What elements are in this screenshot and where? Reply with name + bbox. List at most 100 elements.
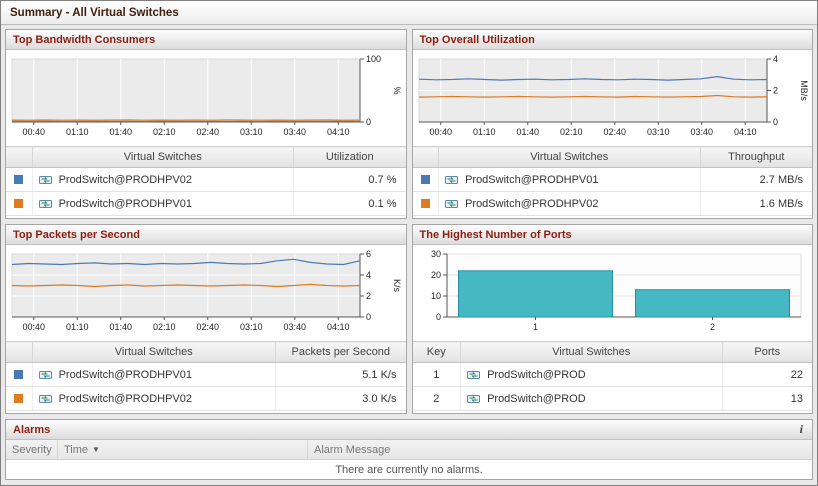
column-header-severity[interactable]: Severity [6, 440, 58, 459]
panel-bandwidth-header: Top Bandwidth Consumers [6, 30, 406, 50]
series-color-swatch [14, 175, 24, 185]
metric-value: 13 [722, 386, 812, 411]
virtual-switch-icon [38, 173, 52, 187]
svg-text:0: 0 [435, 312, 440, 322]
svg-text:10: 10 [430, 291, 440, 301]
panel-title: Alarms [13, 423, 51, 436]
svg-text:1: 1 [532, 322, 537, 332]
svg-text:02:40: 02:40 [196, 322, 219, 332]
alarms-column-headers: Severity Time ▼ Alarm Message [6, 440, 812, 460]
virtual-switch-icon [467, 392, 480, 406]
column-header-virtual-switches[interactable]: Virtual Switches [32, 146, 294, 168]
metric-value: 0.1 % [293, 191, 406, 216]
svg-text:2: 2 [709, 322, 714, 332]
column-header-ports[interactable]: Ports [722, 341, 812, 363]
virtual-switch-icon [445, 197, 458, 211]
packets-table: Virtual Switches Packets per Second Prod… [6, 341, 406, 411]
table-row[interactable]: ProdSwitch@PRODHPV02 3.0 K/s [6, 386, 406, 411]
svg-text:04:10: 04:10 [327, 127, 350, 137]
bandwidth-line-chart: 00:40 01:10 01:40 02:10 02:40 03:10 03:40 04:10… [6, 50, 406, 146]
column-header-packets-per-second[interactable]: Packets per Second [275, 341, 406, 363]
svg-text:02:10: 02:10 [153, 322, 176, 332]
key-value: 2 [412, 386, 461, 411]
utilization-line-chart: 00:40 01:10 01:40 02:10 02:40 03:10 03:40 04:10… [413, 50, 813, 146]
switch-name: ProdSwitch@PRODHPV01 [58, 197, 192, 210]
column-header-alarm-message[interactable]: Alarm Message [314, 443, 391, 456]
svg-text:02:10: 02:10 [559, 127, 582, 137]
svg-text:0: 0 [366, 117, 371, 127]
panel-bandwidth-consumers: Top Bandwidth Consumers 00:40 01:10 01:40 0… [5, 29, 407, 219]
svg-text:01:10: 01:10 [66, 127, 89, 137]
table-row[interactable]: ProdSwitch@PRODHPV01 5.1 K/s [6, 362, 406, 387]
svg-text:01:10: 01:10 [66, 322, 89, 332]
virtual-switch-icon [38, 197, 52, 211]
virtual-switch-icon [38, 392, 52, 406]
dashboard-content: Top Bandwidth Consumers 00:40 01:10 01:40 0… [1, 25, 817, 485]
table-row[interactable]: ProdSwitch@PRODHPV02 1.6 MB/s [412, 191, 812, 216]
metric-value: 1.6 MB/s [700, 191, 812, 216]
switch-name: ProdSwitch@PROD [487, 392, 586, 405]
virtual-switch-icon [467, 368, 480, 382]
series-color-swatch [14, 370, 24, 380]
series-color-swatch [420, 199, 430, 209]
panel-title: Top Bandwidth Consumers [13, 33, 156, 46]
panel-utilization-header: Top Overall Utilization [412, 30, 812, 50]
column-header-key[interactable]: Key [412, 341, 461, 363]
series-color-swatch [14, 199, 24, 209]
table-row[interactable]: 1 ProdSwitch@PROD 22 [412, 362, 812, 387]
key-value: 1 [412, 362, 461, 387]
svg-text:4: 4 [773, 54, 778, 64]
panel-overall-utilization: Top Overall Utilization 00:40 01:10 01:40 0… [411, 29, 813, 219]
legend-column-header [6, 341, 33, 363]
table-row[interactable]: ProdSwitch@PRODHPV02 0.7 % [6, 167, 406, 192]
panel-title: Top Packets per Second [13, 228, 140, 241]
packets-line-chart: 00:40 01:10 01:40 02:10 02:40 03:10 03:40 04:10… [6, 245, 406, 341]
panel-alarms: Alarms i Severity Time ▼ Alarm Message T… [5, 419, 813, 480]
svg-text:03:40: 03:40 [283, 322, 306, 332]
svg-text:03:10: 03:10 [240, 322, 263, 332]
column-header-utilization[interactable]: Utilization [293, 146, 406, 168]
svg-text:03:10: 03:10 [646, 127, 669, 137]
svg-text:01:40: 01:40 [109, 322, 132, 332]
info-icon[interactable]: i [799, 422, 803, 436]
svg-text:03:40: 03:40 [690, 127, 713, 137]
ports-table: Key Virtual Switches Ports 1 ProdSwitch@… [412, 341, 812, 411]
svg-text:02:40: 02:40 [196, 127, 219, 137]
svg-text:4: 4 [366, 270, 371, 280]
virtual-switch-icon [445, 173, 458, 187]
column-header-time[interactable]: Time ▼ [58, 440, 308, 459]
table-row[interactable]: ProdSwitch@PRODHPV01 0.1 % [6, 191, 406, 216]
table-row[interactable]: 2 ProdSwitch@PROD 13 [412, 386, 812, 411]
alarms-header: Alarms i [6, 420, 812, 440]
table-row[interactable]: ProdSwitch@PRODHPV01 2.7 MB/s [412, 167, 812, 192]
svg-text:K/s: K/s [392, 279, 402, 293]
svg-text:04:10: 04:10 [327, 322, 350, 332]
metric-value: 3.0 K/s [275, 386, 406, 411]
switch-name: ProdSwitch@PRODHPV01 [58, 368, 192, 381]
empty-alarms-message: There are currently no alarms. [6, 460, 812, 479]
svg-text:01:40: 01:40 [109, 127, 132, 137]
svg-text:01:10: 01:10 [472, 127, 495, 137]
svg-text:MB/s: MB/s [799, 80, 809, 101]
svg-text:02:10: 02:10 [153, 127, 176, 137]
column-header-throughput[interactable]: Throughput [700, 146, 812, 168]
column-header-virtual-switches[interactable]: Virtual Switches [460, 341, 723, 363]
svg-text:0: 0 [773, 117, 778, 127]
svg-text:02:40: 02:40 [603, 127, 626, 137]
svg-text:04:10: 04:10 [733, 127, 756, 137]
column-header-virtual-switches[interactable]: Virtual Switches [438, 146, 701, 168]
switch-name: ProdSwitch@PRODHPV02 [465, 197, 599, 210]
column-header-virtual-switches[interactable]: Virtual Switches [32, 341, 276, 363]
utilization-table: Virtual Switches Throughput ProdSwitch@P… [412, 146, 812, 216]
panel-packets-header: Top Packets per Second [6, 225, 406, 245]
switch-name: ProdSwitch@PRODHPV02 [58, 392, 192, 405]
dashboard-header: Summary - All Virtual Switches [1, 1, 817, 25]
switch-name: ProdSwitch@PRODHPV01 [465, 173, 599, 186]
metric-value: 0.7 % [293, 167, 406, 192]
svg-text:6: 6 [366, 249, 371, 259]
metric-value: 22 [722, 362, 812, 387]
svg-text:03:10: 03:10 [240, 127, 263, 137]
panel-ports-header: The Highest Number of Ports [412, 225, 812, 245]
bandwidth-table: Virtual Switches Utilization ProdSwitch@… [6, 146, 406, 216]
